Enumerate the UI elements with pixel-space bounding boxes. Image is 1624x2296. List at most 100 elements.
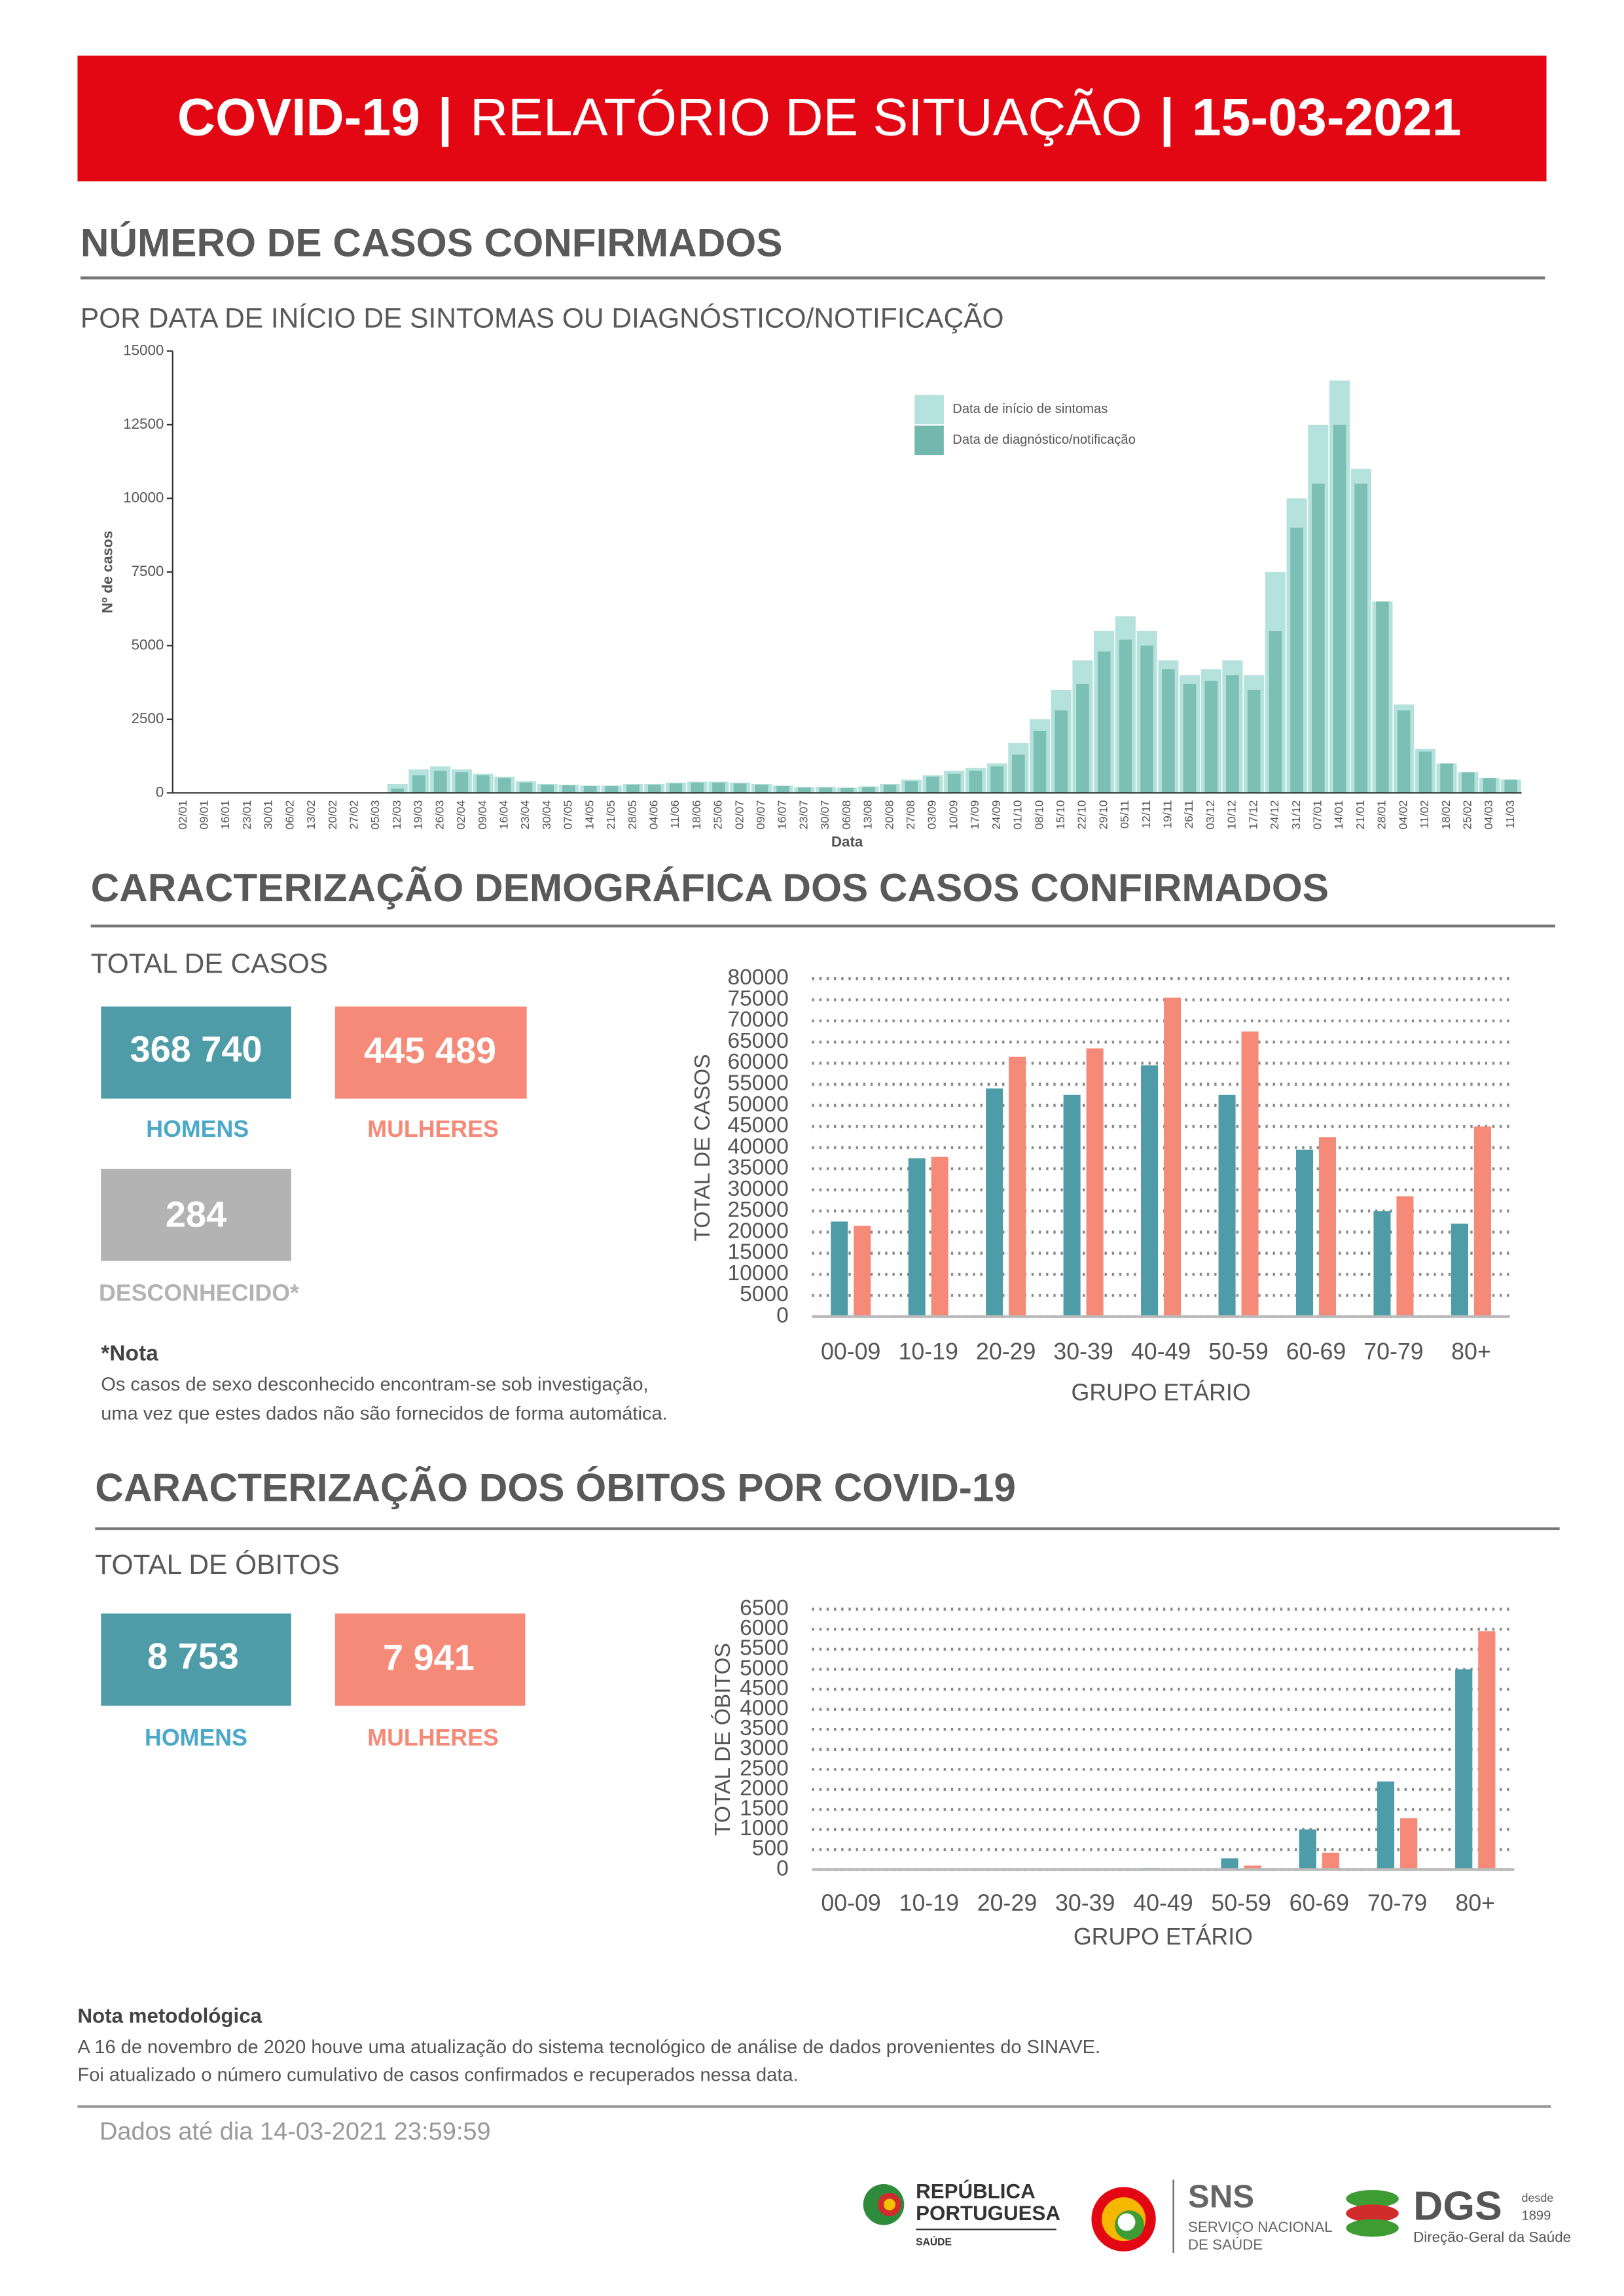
header-band [77,55,1547,182]
x-tick-label: 03/12 [1204,800,1217,830]
bar [797,787,811,793]
label-women: MULHERES [367,1725,499,1751]
total-women: 445 489 [364,1030,496,1071]
x-tick-label: 30/07 [818,800,831,830]
x-tick-label: 12/11 [1140,800,1153,829]
y-tick-label: 6000 [740,1616,789,1640]
y-tick-label: 5500 [740,1636,789,1660]
x-tick-label: 09/04 [476,800,489,830]
bar [1299,1829,1316,1870]
y-tick-label: 65000 [728,1029,789,1053]
bar [1226,675,1239,793]
bar [1161,669,1175,793]
y-tick-label: 5000 [132,636,164,653]
section-title: NÚMERO DE CASOS CONFIRMADOS [81,220,783,264]
x-tick-label: 11/06 [668,800,681,829]
x-tick-label: 18/06 [690,800,703,830]
emblem [1346,2219,1399,2237]
bar [1119,639,1132,793]
bar [1322,1852,1340,1870]
bar [1311,483,1325,793]
logo-dgs: DGS desde 1899 Direção-Geral da Saúde [1346,2183,1571,2246]
y-tick-label: 40000 [728,1134,789,1158]
x-tick-label: 20-29 [976,1338,1036,1365]
x-tick-label: 00-09 [821,1890,880,1916]
x-tick-label: 12/03 [390,800,403,830]
bar [1290,528,1303,793]
y-tick-label: 25000 [728,1198,789,1222]
emblem [1117,2213,1136,2231]
x-tick-label: 15/10 [1054,800,1067,830]
bar [712,782,725,793]
total-unknown: 284 [166,1193,226,1234]
bar [1504,780,1517,793]
x-tick-label: 24/09 [990,800,1003,830]
y-tick-label: 30000 [728,1177,789,1201]
bar [562,785,575,793]
bar [605,786,619,793]
x-tick-label: 60-69 [1290,1890,1349,1916]
bar [519,782,533,793]
label-women: MULHERES [367,1116,499,1142]
x-tick-label: 04/06 [647,800,660,830]
bar [776,786,789,793]
x-tick-label: 10-19 [899,1890,959,1916]
bar [831,1221,848,1317]
x-tick-label: 02/07 [732,800,746,830]
x-tick-label: 01/10 [1011,800,1024,830]
bar [1376,601,1389,793]
x-tick-label: 18/02 [1439,800,1453,830]
emblem [1346,2189,1399,2208]
bar [1247,689,1261,793]
x-tick-label: 50-59 [1211,1890,1271,1916]
bar [1400,1818,1418,1870]
y-tick-label: 15000 [728,1240,789,1265]
y-tick-label: 50000 [728,1092,789,1117]
bar [1397,710,1411,793]
bar [583,786,597,793]
y-tick-label: 5000 [740,1282,789,1306]
bar [1164,997,1182,1317]
data-date: Dados até dia 14-03-2021 23:59:59 [99,2118,491,2145]
section-subtitle: TOTAL DE CASOS [91,948,329,978]
legend-label: Data de diagnóstico/notificação [952,433,1135,447]
bar [1204,681,1218,793]
y-tick-label: 6500 [740,1596,789,1620]
bar [905,781,918,793]
x-tick-label: 13/02 [304,800,317,830]
x-tick-label: 09/01 [198,800,211,830]
label-unknown: DESCONHECIDO* [99,1280,299,1306]
separator: | [1160,88,1175,147]
emblem [884,2198,895,2211]
logo-republica: REPÚBLICA PORTUGUESA SAÚDE [863,2179,1060,2248]
y-tick-label: 80000 [728,965,789,990]
x-tick-label: 11/02 [1418,800,1431,829]
note-line: Os casos de sexo desconhecido encontram-… [101,1374,648,1395]
y-axis-title: TOTAL DE CASOS [691,1054,715,1241]
bar [391,788,405,793]
bar [986,1088,1003,1317]
y-tick-label: 75000 [728,986,789,1011]
x-tick-label: 07/05 [562,800,575,830]
bar [1055,710,1068,793]
bar [854,1225,871,1317]
y-tick-label: 3500 [740,1716,789,1740]
logo-text: DGS [1413,2183,1502,2229]
total-box [101,1006,291,1099]
x-tick-label: 19/03 [412,800,425,830]
bar [1473,1126,1491,1317]
bar [990,766,1003,793]
y-tick-label: 500 [752,1837,789,1861]
bar [412,775,425,793]
y-tick-label: 55000 [728,1071,789,1095]
bar [819,787,833,793]
x-tick-label: 17/09 [968,800,981,830]
bar [1009,1056,1026,1317]
note-line: uma vez que estes dados não são fornecid… [101,1403,667,1424]
x-tick-label: 30-39 [1055,1890,1115,1916]
bar [1183,683,1197,793]
y-tick-label: 45000 [728,1113,789,1138]
bar [691,782,704,793]
bar [1377,1781,1395,1870]
